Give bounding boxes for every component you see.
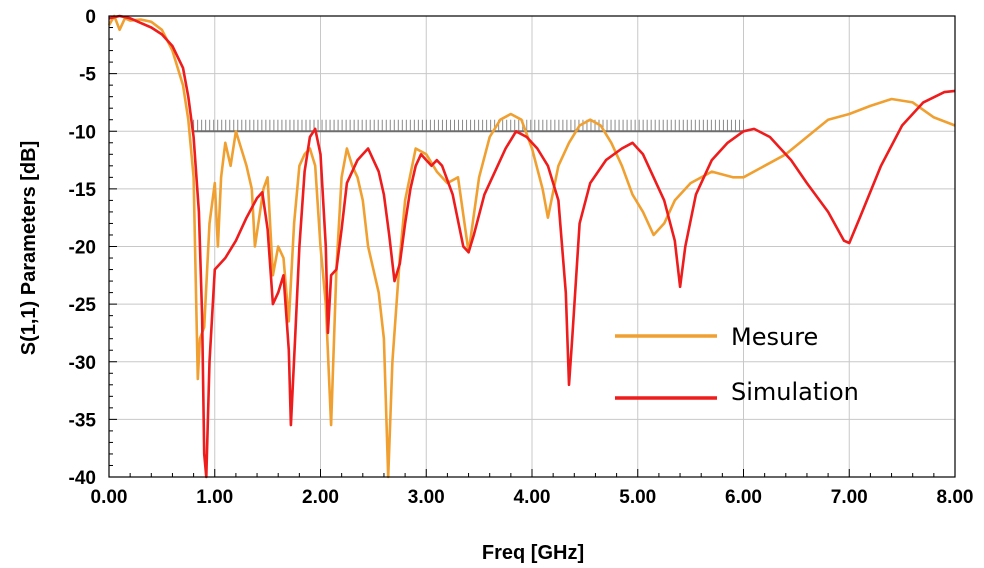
legend-label-mesure: Mesure [731, 323, 818, 351]
y-tick-label-3: -15 [69, 180, 97, 201]
x-tick-label-1: 1.00 [196, 487, 233, 508]
x-tick-label-6: 6.00 [725, 487, 762, 508]
x-tick-label-7: 7.00 [831, 487, 868, 508]
y-axis-title: S(1,1) Parameters [dB] [18, 141, 40, 356]
x-tick-label-4: 4.00 [514, 487, 551, 508]
x-tick-label-8: 8.00 [937, 487, 974, 508]
y-tick-label-0: 0 [85, 7, 96, 28]
y-tick-label-6: -30 [69, 353, 96, 374]
series-line-simulation [108, 14, 956, 479]
y-tick-label-8: -40 [69, 468, 96, 489]
y-tick-label-1: -5 [79, 65, 96, 86]
series-layer [107, 14, 956, 479]
legend-label-simulation: Simulation [731, 378, 859, 406]
x-tick-label-0: 0.00 [91, 487, 128, 508]
y-tick-label-4: -20 [69, 238, 96, 259]
series-line-mesure [107, 14, 956, 479]
minor-ticks [108, 15, 956, 478]
x-tick-label-5: 5.00 [619, 487, 656, 508]
reference-band [193, 119, 744, 133]
x-axis-title: Freq [GHz] [482, 542, 584, 564]
grid-lines [108, 15, 956, 478]
y-tick-label-5: -25 [69, 295, 97, 316]
legend: Mesure Simulation [615, 323, 859, 406]
y-tick-labels: 0 -5 -10 -15 -20 -25 -30 -35 -40 [69, 7, 97, 489]
y-tick-label-2: -10 [69, 122, 96, 143]
x-tick-label-2: 2.00 [302, 487, 339, 508]
x-tick-label-3: 3.00 [408, 487, 445, 508]
x-tick-labels: 0.00 1.00 2.00 3.00 4.00 5.00 6.00 7.00 8.00 [91, 487, 974, 508]
y-tick-label-7: -35 [69, 410, 97, 431]
